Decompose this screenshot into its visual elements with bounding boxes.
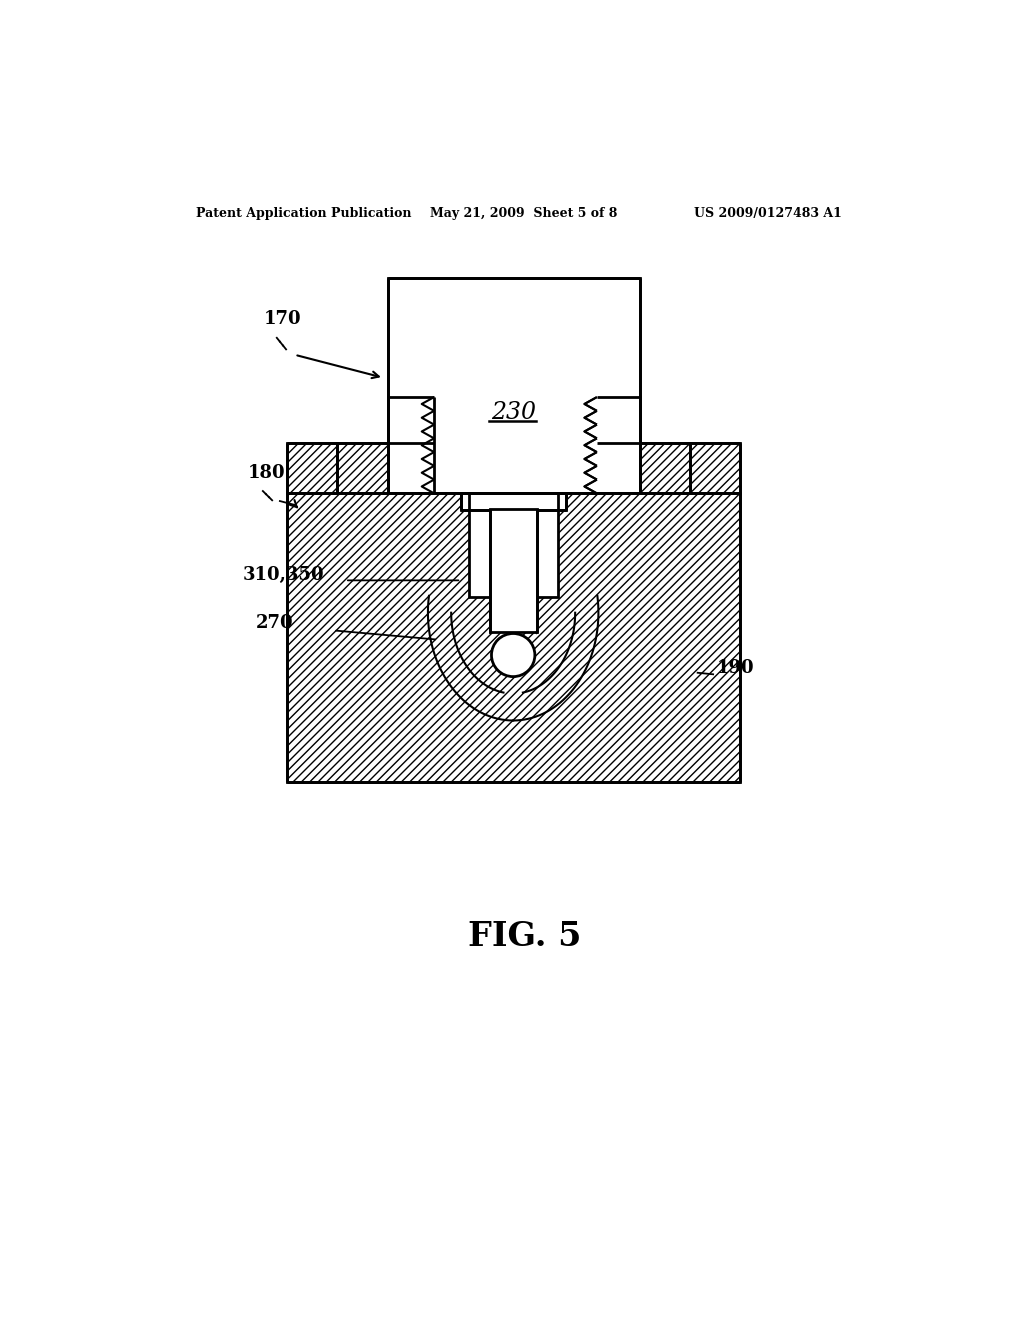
Text: US 2009/0127483 A1: US 2009/0127483 A1 xyxy=(693,207,842,220)
Bar xyxy=(690,444,740,494)
Circle shape xyxy=(492,634,535,677)
Text: 180: 180 xyxy=(248,463,286,482)
Bar xyxy=(597,444,690,494)
Text: Patent Application Publication: Patent Application Publication xyxy=(197,207,412,220)
Bar xyxy=(337,444,434,494)
Text: 310,350: 310,350 xyxy=(243,566,325,585)
Bar xyxy=(469,494,558,597)
Bar xyxy=(461,494,566,511)
Bar xyxy=(388,277,640,494)
Bar xyxy=(597,397,640,444)
Bar xyxy=(287,494,740,781)
Text: May 21, 2009  Sheet 5 of 8: May 21, 2009 Sheet 5 of 8 xyxy=(430,207,617,220)
Bar xyxy=(287,444,337,494)
Text: 230: 230 xyxy=(490,401,536,424)
Bar xyxy=(388,397,434,444)
Text: 170: 170 xyxy=(263,310,301,327)
Text: 270: 270 xyxy=(256,614,294,632)
Text: FIG. 5: FIG. 5 xyxy=(468,920,582,953)
Text: 190: 190 xyxy=(717,659,755,677)
Bar xyxy=(489,508,538,632)
